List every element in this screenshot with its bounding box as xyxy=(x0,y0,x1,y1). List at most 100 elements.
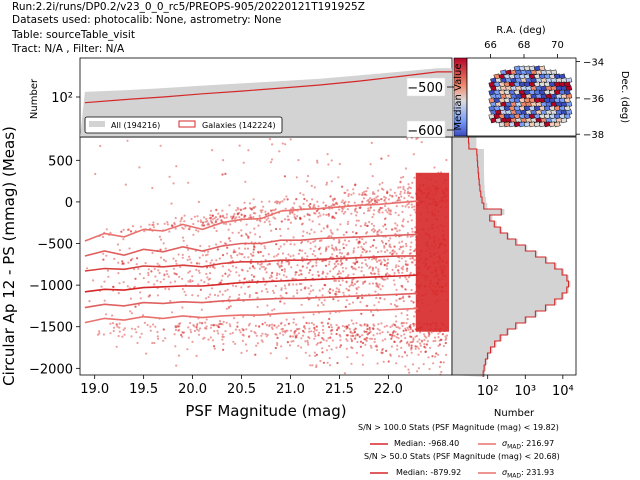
scatter-point xyxy=(121,335,124,338)
scatter-point xyxy=(201,223,204,226)
scatter-point xyxy=(305,199,308,202)
scatter-point xyxy=(368,328,371,331)
scatter-point xyxy=(109,332,112,335)
scatter-point xyxy=(240,234,243,237)
scatter-point xyxy=(195,326,198,329)
scatter-point xyxy=(222,342,225,346)
scatter-point xyxy=(342,243,345,246)
scatter-point xyxy=(289,138,292,141)
scatter-point xyxy=(436,274,439,277)
scatter-point xyxy=(152,226,155,229)
scatter-point xyxy=(365,339,368,342)
scatter-point xyxy=(198,321,201,324)
scatter-point xyxy=(180,216,183,219)
scatter-point xyxy=(221,338,224,341)
scatter-point xyxy=(221,333,224,336)
scatter-point xyxy=(271,323,274,326)
scatter-point xyxy=(434,285,437,289)
scatter-point xyxy=(325,246,328,249)
scatter-point xyxy=(360,193,363,196)
scatter-point xyxy=(302,329,305,333)
scatter-point xyxy=(389,188,392,191)
scatter-point xyxy=(260,290,263,293)
scatter-point xyxy=(377,301,380,304)
scatter-point xyxy=(405,342,408,345)
scatter-point xyxy=(268,138,272,141)
scatter-point xyxy=(416,229,419,232)
scatter-point xyxy=(346,253,349,256)
scatter-point xyxy=(421,274,424,277)
scatter-point xyxy=(312,313,315,316)
scatter-point xyxy=(212,345,216,348)
scatter-point xyxy=(310,228,313,231)
scatter-point xyxy=(342,270,345,273)
scatter-point xyxy=(359,206,362,209)
scatter-point xyxy=(223,216,226,219)
scatter-point xyxy=(336,203,339,206)
scatter-point xyxy=(391,249,394,253)
scatter-point xyxy=(300,273,303,276)
scatter-point xyxy=(346,325,349,329)
scatter-point xyxy=(243,256,246,259)
scatter-point xyxy=(434,243,437,246)
scatter-point xyxy=(395,264,398,267)
scatter-point xyxy=(363,338,366,341)
scatter-point xyxy=(280,321,283,324)
scatter-point xyxy=(361,200,364,203)
percentile-line xyxy=(84,255,418,272)
scatter-point xyxy=(436,187,439,190)
scatter-point xyxy=(225,216,228,219)
scatter-point xyxy=(205,217,208,221)
scatter-point xyxy=(429,237,432,240)
scatter-point xyxy=(306,213,309,216)
scatter-point xyxy=(325,275,328,278)
scatter-point xyxy=(435,324,438,328)
scatter-point xyxy=(293,332,296,335)
scatter-point xyxy=(209,326,212,329)
scatter-point xyxy=(292,207,295,210)
scatter-point xyxy=(438,257,441,260)
scatter-point xyxy=(445,206,448,209)
scatter-point xyxy=(298,269,301,272)
scatter-point xyxy=(299,192,302,195)
scatter-point xyxy=(411,256,414,259)
scatter-point xyxy=(274,208,277,211)
scatter-point xyxy=(283,218,287,221)
scatter-point xyxy=(259,220,262,223)
scatter-point xyxy=(432,340,435,343)
scatter-point xyxy=(354,262,357,265)
scatter-point xyxy=(181,277,184,280)
scatter-point xyxy=(294,334,297,337)
scatter-point xyxy=(425,232,428,235)
scatter-point xyxy=(440,265,443,268)
scatter-point xyxy=(285,275,288,278)
scatter-point xyxy=(365,190,368,193)
scatter-point xyxy=(372,327,375,330)
scatter-point xyxy=(321,270,325,273)
scatter-point xyxy=(308,354,311,357)
scatter-point xyxy=(281,327,284,330)
scatter-point xyxy=(417,260,420,263)
scatter-point xyxy=(291,335,295,338)
scatter-point xyxy=(331,216,334,219)
scatter-point xyxy=(361,193,365,196)
scatter-point xyxy=(308,232,311,235)
scatter-point xyxy=(306,180,309,183)
scatter-point xyxy=(207,222,210,225)
scatter-point xyxy=(410,299,413,303)
scatter-point xyxy=(444,274,447,277)
scatter-point xyxy=(284,287,287,290)
scatter-point xyxy=(377,210,380,213)
scatter-point xyxy=(343,191,346,194)
scatter-point xyxy=(151,223,154,227)
scatter-point xyxy=(150,270,153,273)
scatter-point xyxy=(357,296,360,299)
scatter-point xyxy=(200,279,203,282)
scatter-point xyxy=(341,199,344,202)
scatter-point xyxy=(370,199,373,202)
scatter-point xyxy=(331,253,334,256)
scatter-point xyxy=(234,250,237,253)
scatter-point xyxy=(180,334,183,337)
scatter-point xyxy=(406,263,409,266)
scatter-point xyxy=(410,344,413,347)
